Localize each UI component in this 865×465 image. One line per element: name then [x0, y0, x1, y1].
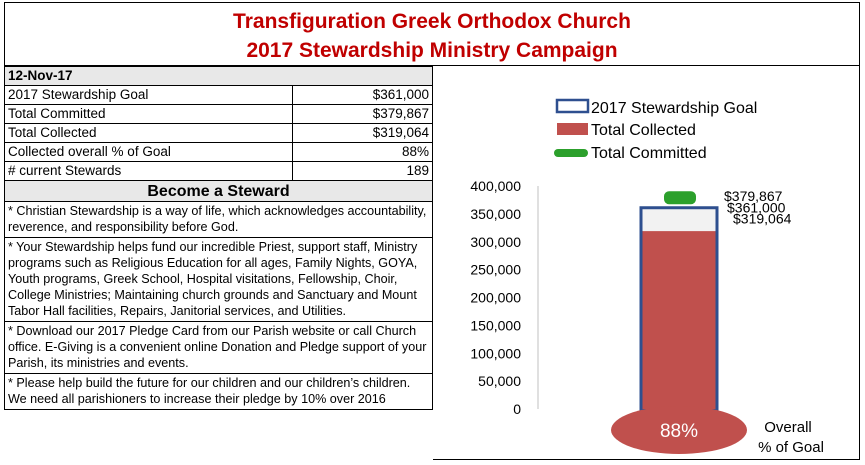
page-header: Transfiguration Greek Orthodox Church 20… — [4, 2, 860, 66]
y-tick-label: 150,000 — [470, 317, 521, 333]
y-tick-label: 400,000 — [470, 178, 521, 194]
legend-swatch-committed — [554, 149, 588, 157]
bulb-caption: % of Goal — [758, 439, 824, 456]
bulb-percent-label: 88% — [660, 421, 698, 442]
row-value: $319,064 — [292, 123, 433, 143]
table-row: 2017 Stewardship Goal $361,000 — [4, 85, 433, 105]
left-panel: 12-Nov-17 2017 Stewardship Goal $361,000… — [4, 66, 433, 410]
note-paragraph: * Please help build the future for our c… — [4, 373, 433, 410]
thermometer-bulb — [611, 406, 747, 454]
collected-bar — [642, 231, 716, 409]
row-value: $379,867 — [292, 104, 433, 124]
row-label: 2017 Stewardship Goal — [4, 85, 293, 105]
table-row: # current Stewards 189 — [4, 161, 433, 181]
y-tick-label: 0 — [513, 401, 521, 417]
row-label: Total Committed — [4, 104, 293, 124]
note-paragraph: * Your Stewardship helps fund our incred… — [4, 237, 433, 322]
row-label: Collected overall % of Goal — [4, 142, 293, 162]
stats-table: 12-Nov-17 2017 Stewardship Goal $361,000… — [4, 66, 433, 181]
y-tick-label: 300,000 — [470, 234, 521, 250]
y-tick-label: 350,000 — [470, 206, 521, 222]
note-paragraph: * Christian Stewardship is a way of life… — [4, 201, 433, 238]
y-tick-label: 200,000 — [470, 290, 521, 306]
committed-marker — [664, 191, 696, 205]
y-tick-label: 250,000 — [470, 262, 521, 278]
legend-label: Total Committed — [591, 145, 707, 162]
table-row: Total Collected $319,064 — [4, 123, 433, 143]
become-steward-heading: Become a Steward — [4, 180, 433, 202]
bulb-caption: Overall — [764, 419, 812, 436]
data-label: $379,867 — [724, 188, 783, 204]
data-label: $319,064 — [733, 211, 792, 227]
church-title: Transfiguration Greek Orthodox Church — [233, 10, 631, 33]
data-label: $361,000 — [727, 200, 786, 216]
date-row: 12-Nov-17 — [4, 66, 433, 86]
note-paragraph: * Download our 2017 Pledge Card from our… — [4, 321, 433, 374]
row-label: # current Stewards — [4, 161, 293, 181]
chart-legend: 2017 Stewardship Goal Total Collected To… — [554, 98, 757, 162]
row-value: 189 — [292, 161, 433, 181]
chart-panel: 2017 Stewardship Goal Total Collected To… — [433, 66, 860, 460]
thermometer-chart: 2017 Stewardship Goal Total Collected To… — [470, 98, 824, 456]
table-row: Collected overall % of Goal 88% — [4, 142, 433, 162]
row-label: Total Collected — [4, 123, 293, 143]
y-tick-label: 100,000 — [470, 345, 521, 361]
y-tick-label: 50,000 — [478, 373, 521, 389]
legend-swatch-collected — [557, 123, 588, 135]
legend-label: 2017 Stewardship Goal — [591, 100, 757, 117]
chart-marks: $379,867$361,000$319,064 — [639, 188, 792, 411]
row-value: $361,000 — [292, 85, 433, 105]
legend-swatch-goal — [555, 98, 590, 114]
campaign-title: 2017 Stewardship Ministry Campaign — [246, 39, 618, 62]
report-date: 12-Nov-17 — [4, 66, 433, 86]
y-axis-ticks: 0 50,000 100,000 150,000 200,000 250,000 300,0… — [470, 178, 521, 417]
table-row: Total Committed $379,867 — [4, 104, 433, 124]
legend-label: Total Collected — [591, 122, 696, 139]
row-value: 88% — [292, 142, 433, 162]
